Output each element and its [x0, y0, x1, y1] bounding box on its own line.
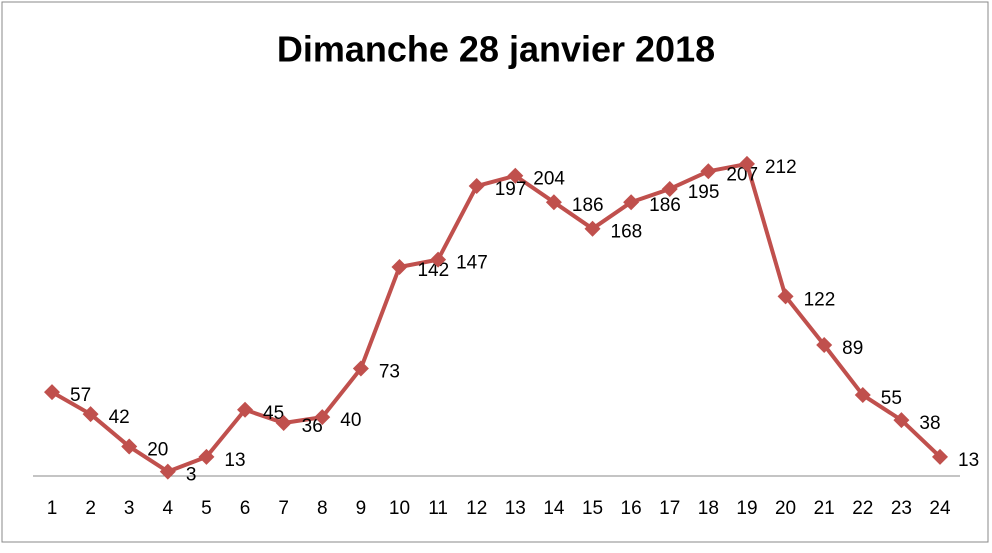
data-label: 38: [919, 413, 940, 434]
marker: [816, 336, 833, 353]
data-label: 89: [842, 338, 863, 359]
x-tick-label: 8: [317, 498, 328, 519]
x-tick-label: 14: [543, 498, 565, 519]
marker: [700, 163, 717, 180]
x-tick-label: 5: [201, 498, 212, 519]
data-label: 3: [186, 465, 197, 486]
x-tick-label: 11: [428, 498, 448, 519]
marker: [932, 448, 948, 465]
marker: [198, 448, 215, 465]
chart-border: [1, 1, 989, 543]
marker: [430, 251, 447, 268]
line: [51, 161, 942, 474]
data-label: 142: [417, 260, 449, 281]
x-tick-label: 3: [124, 498, 135, 519]
x-tick-label: 9: [356, 498, 367, 519]
marker: [661, 180, 678, 197]
data-label: 20: [147, 440, 168, 461]
data-label: 13: [958, 450, 979, 471]
x-tick-label: 17: [659, 498, 680, 519]
x-tick-label: 1: [47, 498, 58, 519]
chart-title: Dimanche 28 janvier 2018: [277, 29, 715, 70]
data-label: 57: [70, 385, 91, 406]
x-tick-label: 19: [736, 498, 757, 519]
marker: [777, 288, 794, 305]
x-tick-label: 10: [389, 498, 410, 519]
data-label: 197: [495, 179, 527, 200]
data-label: 73: [379, 362, 400, 383]
x-tick-label: 20: [775, 498, 796, 519]
marker: [391, 258, 408, 275]
marker: [237, 401, 254, 418]
data-label: 36: [302, 416, 323, 437]
x-tick-label: 23: [891, 498, 912, 519]
data-label: 45: [263, 403, 284, 424]
marker: [82, 406, 99, 423]
marker: [507, 167, 524, 184]
x-tick-label: 12: [466, 498, 487, 519]
marker: [275, 415, 292, 432]
data-label: 55: [881, 388, 902, 409]
x-tick-label: 18: [698, 498, 719, 519]
marker: [854, 387, 871, 404]
x-tick-label: 16: [621, 498, 642, 519]
data-label: 147: [456, 253, 488, 274]
x-tick-label: 15: [582, 498, 603, 519]
data-label: 207: [726, 164, 758, 185]
x-tick-label: 21: [814, 498, 835, 519]
x-tick-label: 22: [852, 498, 873, 519]
data-label: 195: [688, 182, 720, 203]
data-label: 186: [572, 195, 604, 216]
marker: [893, 412, 910, 429]
data-label: 122: [804, 289, 836, 310]
x-tick-label: 24: [929, 498, 951, 519]
x-tick-label: 7: [278, 498, 289, 519]
marker: [738, 155, 755, 172]
x-tick-label: 2: [85, 498, 96, 519]
data-label: 212: [765, 157, 797, 178]
x-tick-label: 13: [505, 498, 526, 519]
data-label: 204: [533, 169, 565, 190]
marker: [121, 438, 138, 455]
marker: [623, 194, 640, 211]
data-label: 168: [611, 222, 643, 243]
marker: [584, 220, 601, 237]
marker: [545, 194, 562, 211]
marker: [314, 409, 331, 426]
marker: [44, 384, 60, 401]
marker: [352, 360, 369, 377]
marker: [468, 178, 485, 195]
data-label: 186: [649, 195, 681, 216]
x-tick-label: 6: [240, 498, 251, 519]
x-tick-label: 4: [163, 498, 174, 519]
marker: [159, 463, 176, 480]
data-label: 40: [340, 410, 361, 431]
data-label: 13: [224, 450, 245, 471]
data-label: 42: [109, 407, 130, 428]
